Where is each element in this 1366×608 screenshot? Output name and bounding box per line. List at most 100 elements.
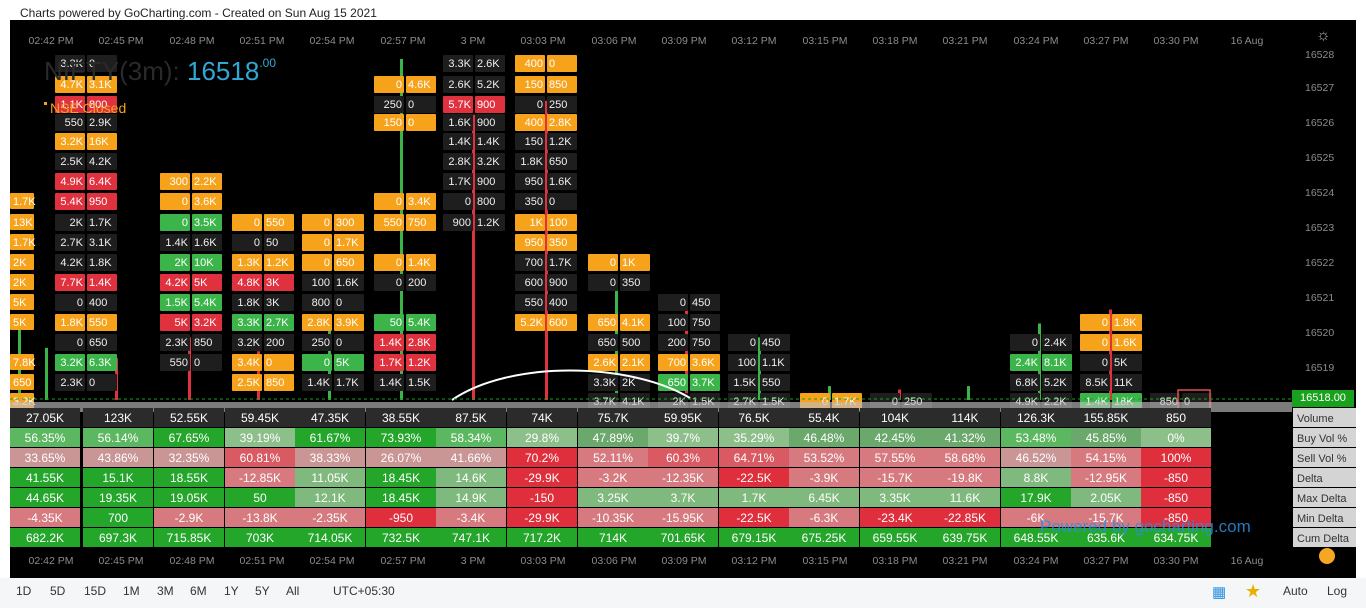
stat-value: -4.35K	[27, 511, 62, 525]
footprint-value-right: 2.4K	[1044, 337, 1067, 349]
footprint-cell-right	[475, 193, 505, 210]
range-all-button[interactable]: All	[286, 584, 300, 598]
footprint-value-right: 900	[477, 117, 495, 129]
log-scale-button[interactable]: Log	[1327, 584, 1348, 598]
footprint-cell-left	[302, 334, 332, 351]
candle-body	[758, 337, 761, 400]
footprint-value-right: 1.2K	[266, 257, 289, 269]
range-1y-button[interactable]: 1Y	[224, 584, 239, 598]
footprint-cell-right	[334, 254, 364, 271]
stat-cell	[295, 528, 365, 547]
range-3m-button[interactable]: 3M	[157, 584, 174, 598]
footprint-value-right: 300	[336, 217, 354, 229]
footprint-cell-right	[406, 374, 436, 391]
footprint-value-left: 5K	[175, 317, 189, 329]
auto-scale-button[interactable]: Auto	[1283, 584, 1308, 598]
stat-cell	[648, 428, 718, 447]
stat-cell	[1001, 408, 1071, 427]
legend-interval: (3m):	[119, 56, 180, 86]
stat-value: 747.1K	[452, 531, 490, 545]
footprint-cell-right	[192, 334, 222, 351]
footprint-chart[interactable]: 02:42 PM 02:42 PM 02:45 PM 02:45 PM 02:48 PM…	[10, 20, 1356, 578]
range-6m-button[interactable]: 6M	[190, 584, 207, 598]
stat-cell	[507, 508, 577, 527]
range-5y-button[interactable]: 5Y	[255, 584, 270, 598]
footprint-value-left: 2.6K	[448, 79, 471, 91]
footprint-cell-right	[406, 96, 436, 113]
footprint-cell-left	[443, 133, 473, 150]
footprint-value-right: 5.2K	[1044, 377, 1067, 389]
stat-value: 659.55K	[873, 531, 918, 545]
footprint-value-right: 200	[408, 277, 426, 289]
stat-cell	[1141, 408, 1211, 427]
stat-cell	[83, 508, 153, 527]
stat-value: 679.15K	[732, 531, 777, 545]
footprint-value-left: 1.8K	[237, 297, 260, 309]
footprint-cell-right	[406, 114, 436, 131]
stat-value: 56.35%	[25, 431, 66, 445]
stat-row-label: Cum Delta	[1297, 533, 1350, 545]
footprint-value-right: 1.2K	[477, 217, 500, 229]
stat-value: 126.3K	[1017, 411, 1055, 425]
footprint-cell-left	[515, 153, 545, 170]
range-5d-button[interactable]: 5D	[50, 584, 66, 598]
footprint-value-left: 950	[525, 176, 543, 188]
stat-cell	[1001, 508, 1071, 527]
stat-value: 50	[253, 491, 267, 505]
stat-cell	[83, 468, 153, 487]
x-tick-top: 16 Aug	[1231, 35, 1264, 47]
stat-cell	[436, 508, 506, 527]
footprint-value-right: 900	[477, 99, 495, 111]
stat-cell	[1141, 488, 1211, 507]
footprint-cell-left	[55, 234, 85, 251]
footprint-value-right: 350	[622, 277, 640, 289]
edge-cell	[10, 234, 34, 250]
grid-icon[interactable]: ▦	[1212, 584, 1227, 601]
footprint-value-right: 1.7K	[89, 217, 112, 229]
footprint-value-right: 1.4K	[89, 277, 112, 289]
footprint-cell-left	[443, 114, 473, 131]
stat-cell	[83, 428, 153, 447]
star-icon[interactable]: ★	[1245, 581, 1262, 601]
stat-cell	[507, 468, 577, 487]
x-tick-top: 02:42 PM	[29, 35, 74, 47]
chart-area[interactable]: 02:42 PM 02:42 PM 02:45 PM 02:45 PM 02:48 PM…	[10, 20, 1356, 578]
footprint-value-right: 850	[549, 79, 567, 91]
y-tick-label: 16522	[1305, 257, 1334, 269]
range-1m-button[interactable]: 1M	[123, 584, 140, 598]
stat-value: 45.85%	[1086, 431, 1127, 445]
edge-cell	[10, 354, 34, 370]
footprint-value-right: 800	[477, 196, 495, 208]
footprint-value-right: 1.2K	[408, 357, 431, 369]
footprint-cell-left	[160, 274, 190, 291]
range-1d-button[interactable]: 1D	[16, 584, 32, 598]
footprint-value-left: 800	[312, 297, 330, 309]
legend-symbol: NIFTY	[44, 56, 120, 86]
stat-cell	[225, 528, 295, 547]
footprint-cell-right	[690, 354, 720, 371]
footprint-cell-left	[232, 354, 262, 371]
stat-cell	[10, 408, 80, 427]
stat-cell	[154, 448, 224, 467]
stat-value: 74K	[531, 411, 552, 425]
gear-icon[interactable]: ☼	[1316, 27, 1331, 44]
footprint-cell-left	[515, 234, 545, 251]
footprint-cell-right	[192, 294, 222, 311]
stat-cell	[860, 408, 930, 427]
x-tick-bottom: 16 Aug	[1231, 555, 1264, 567]
footprint-cell-right	[87, 214, 117, 231]
x-tick-bottom: 02:51 PM	[240, 555, 285, 567]
range-15d-button[interactable]: 15D	[84, 584, 107, 598]
stat-value: -10.35K	[592, 511, 634, 525]
footprint-cell-left	[515, 114, 545, 131]
stat-cell	[578, 428, 648, 447]
footprint-value-left: 0	[610, 277, 616, 289]
orb-icon[interactable]	[1319, 548, 1335, 564]
y-tick-label: 16519	[1305, 362, 1334, 374]
footprint-cell-left	[515, 254, 545, 271]
stat-cell	[295, 408, 365, 427]
timezone-label[interactable]: UTC+05:30	[333, 584, 395, 598]
footprint-cell-right	[547, 96, 577, 113]
edge-cell-value: 2K	[13, 277, 27, 289]
footprint-cell-left	[374, 354, 404, 371]
